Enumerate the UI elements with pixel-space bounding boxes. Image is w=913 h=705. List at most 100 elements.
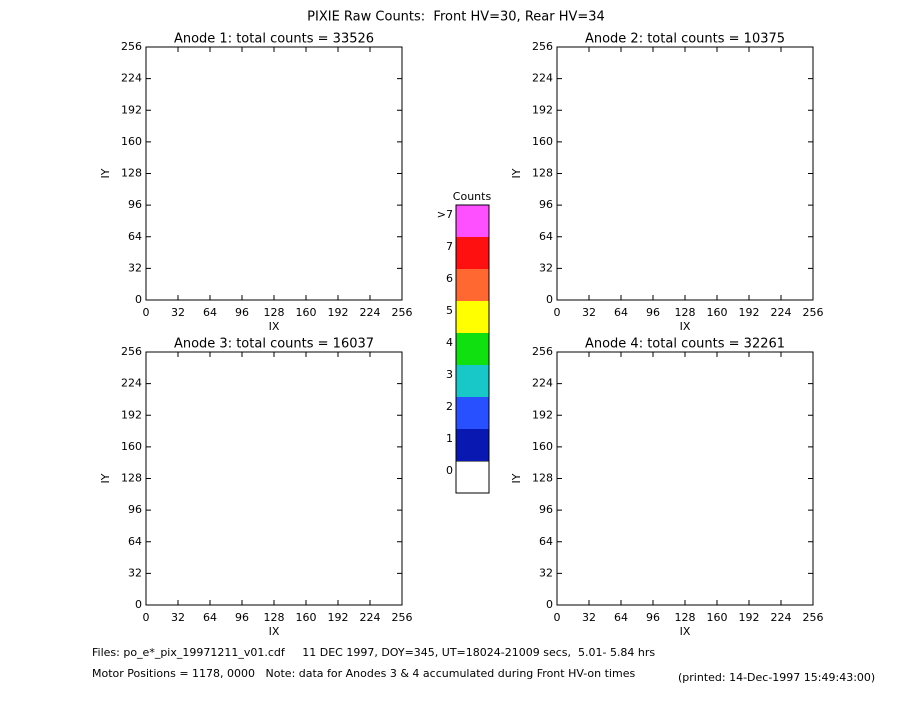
x-tick-label: 256: [803, 306, 824, 319]
colorbar-label: 5: [446, 304, 453, 317]
colorbar-title: Counts: [453, 190, 492, 203]
x-axis-label: IX: [269, 625, 280, 638]
colorbar-frame: [455, 204, 490, 494]
colorbar-swatch: [456, 237, 489, 269]
y-tick-label: 0: [135, 293, 142, 306]
colorbar-label: 2: [446, 400, 453, 413]
x-tick-label: 0: [143, 611, 150, 624]
x-tick-label: 0: [143, 306, 150, 319]
x-tick-label: 192: [739, 306, 760, 319]
x-tick-label: 32: [582, 611, 596, 624]
x-tick-label: 224: [771, 611, 792, 624]
y-tick-label: 192: [121, 408, 142, 421]
x-tick-label: 64: [614, 306, 628, 319]
plot-frame: [145, 46, 403, 301]
colorbar-label: 1: [446, 432, 453, 445]
x-tick-label: 256: [392, 611, 413, 624]
x-tick-label: 160: [296, 306, 317, 319]
colorbar-label: 6: [446, 272, 453, 285]
y-tick-label: 32: [128, 566, 142, 579]
x-tick-label: 128: [264, 611, 285, 624]
y-tick-label: 224: [532, 72, 553, 85]
y-tick-label: 32: [128, 261, 142, 274]
y-tick-label: 224: [121, 72, 142, 85]
x-tick-label: 64: [614, 611, 628, 624]
y-tick-label: 64: [539, 535, 553, 548]
y-tick-label: 256: [532, 40, 553, 53]
x-tick-label: 160: [707, 306, 728, 319]
y-tick-label: 64: [128, 230, 142, 243]
y-tick-label: 256: [121, 40, 142, 53]
x-tick-label: 96: [646, 611, 660, 624]
x-tick-label: 256: [803, 611, 824, 624]
panel-title: Anode 4: total counts = 32261: [585, 337, 785, 352]
y-tick-label: 32: [539, 566, 553, 579]
colorbar-swatch: [456, 205, 489, 237]
x-tick-label: 128: [675, 611, 696, 624]
x-tick-label: 160: [707, 611, 728, 624]
y-axis-label: IY: [510, 168, 523, 178]
y-tick-label: 96: [539, 503, 553, 516]
y-tick-label: 64: [128, 535, 142, 548]
y-tick-label: 0: [135, 598, 142, 611]
colorbar-label: 3: [446, 368, 453, 381]
x-tick-label: 192: [328, 611, 349, 624]
x-tick-label: 256: [392, 306, 413, 319]
colorbar-swatch: [456, 333, 489, 365]
y-axis-label: IY: [99, 473, 112, 483]
y-tick-label: 192: [532, 103, 553, 116]
x-axis-label: IX: [269, 320, 280, 333]
colorbar-label: >7: [437, 208, 453, 221]
colorbar-swatch: [455, 460, 490, 494]
x-tick-label: 32: [171, 611, 185, 624]
x-tick-label: 128: [264, 306, 285, 319]
x-tick-label: 96: [235, 611, 249, 624]
y-tick-label: 256: [532, 345, 553, 358]
footer-printed: (printed: 14-Dec-1997 15:49:43:00): [678, 671, 875, 684]
colorbar-swatch: [456, 365, 489, 397]
y-tick-label: 160: [532, 440, 553, 453]
colorbar-swatch: [456, 429, 489, 461]
colorbar-label: 0: [446, 464, 453, 477]
y-tick-label: 0: [546, 598, 553, 611]
x-tick-label: 192: [328, 306, 349, 319]
y-tick-label: 128: [532, 472, 553, 485]
y-tick-label: 64: [539, 230, 553, 243]
colorbar-label: 7: [446, 240, 453, 253]
plot-frame: [556, 351, 814, 606]
x-tick-label: 64: [203, 611, 217, 624]
y-axis-label: IY: [99, 168, 112, 178]
x-tick-label: 64: [203, 306, 217, 319]
x-axis-label: IX: [680, 625, 691, 638]
y-tick-label: 160: [121, 440, 142, 453]
x-tick-label: 32: [582, 306, 596, 319]
page-title: PIXIE Raw Counts: Front HV=30, Rear HV=3…: [307, 10, 605, 25]
y-axis-label: IY: [510, 473, 523, 483]
x-tick-label: 96: [235, 306, 249, 319]
colorbar-swatch: [456, 397, 489, 429]
plot-frame: [145, 351, 403, 606]
x-tick-label: 0: [554, 306, 561, 319]
x-tick-label: 224: [360, 611, 381, 624]
y-tick-label: 192: [121, 103, 142, 116]
y-tick-label: 96: [539, 198, 553, 211]
y-tick-label: 224: [532, 377, 553, 390]
colorbar-label: 4: [446, 336, 453, 349]
y-tick-label: 160: [532, 135, 553, 148]
y-tick-label: 128: [121, 167, 142, 180]
x-tick-label: 192: [739, 611, 760, 624]
x-tick-label: 224: [360, 306, 381, 319]
y-tick-label: 0: [546, 293, 553, 306]
colorbar-swatch: [456, 301, 489, 333]
plot-frame: [556, 46, 814, 301]
x-tick-label: 32: [171, 306, 185, 319]
panel-title: Anode 1: total counts = 33526: [174, 32, 374, 47]
y-tick-label: 256: [121, 345, 142, 358]
footer-motor: Motor Positions = 1178, 0000 Note: data …: [92, 667, 635, 680]
panel-title: Anode 2: total counts = 10375: [585, 32, 785, 47]
x-tick-label: 96: [646, 306, 660, 319]
y-tick-label: 128: [532, 167, 553, 180]
footer-files: Files: po_e*_pix_19971211_v01.cdf 11 DEC…: [92, 646, 655, 659]
y-tick-label: 160: [121, 135, 142, 148]
